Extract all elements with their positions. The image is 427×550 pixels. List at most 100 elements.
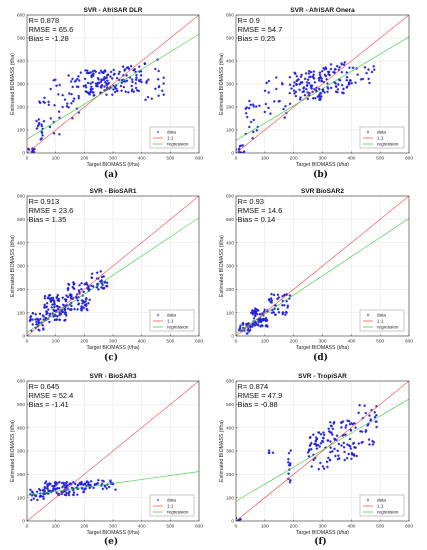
data-point bbox=[317, 467, 321, 471]
data-point bbox=[254, 309, 257, 312]
data-point bbox=[73, 80, 77, 83]
data-point bbox=[130, 89, 134, 93]
data-point bbox=[366, 424, 369, 427]
data-point bbox=[77, 295, 80, 299]
data-point bbox=[53, 314, 57, 318]
data-point bbox=[114, 84, 118, 87]
x-tick-label: 500 bbox=[166, 524, 174, 530]
data-point bbox=[42, 100, 45, 104]
data-point bbox=[30, 150, 34, 153]
data-point bbox=[332, 422, 335, 425]
data-point bbox=[63, 312, 67, 316]
data-point bbox=[78, 290, 81, 294]
data-point bbox=[61, 490, 65, 494]
data-point bbox=[113, 90, 117, 94]
y-tick-label: 100 bbox=[226, 310, 234, 316]
data-point bbox=[292, 89, 296, 92]
data-point bbox=[342, 63, 346, 66]
data-point bbox=[88, 298, 92, 302]
data-point bbox=[252, 317, 256, 320]
data-point bbox=[53, 302, 56, 306]
data-point bbox=[345, 456, 349, 460]
data-point bbox=[373, 415, 377, 419]
data-point bbox=[238, 150, 241, 153]
data-point bbox=[314, 440, 318, 443]
data-point bbox=[39, 138, 42, 141]
data-point bbox=[368, 81, 371, 85]
data-point bbox=[56, 307, 60, 311]
data-point bbox=[371, 439, 374, 443]
data-point bbox=[280, 303, 284, 307]
data-point bbox=[53, 481, 57, 485]
data-point bbox=[287, 463, 291, 467]
data-point bbox=[282, 107, 285, 111]
data-point bbox=[276, 307, 280, 311]
data-point bbox=[325, 77, 328, 81]
data-point bbox=[357, 442, 361, 445]
y-tick-label: 200 bbox=[17, 472, 25, 478]
data-point bbox=[314, 439, 318, 442]
legend-data-symbol bbox=[366, 313, 370, 317]
y-axis-label: Estimated BIOMASS (t/ha) bbox=[219, 53, 225, 115]
data-point bbox=[254, 311, 258, 314]
data-point bbox=[90, 90, 94, 94]
data-point bbox=[288, 297, 291, 300]
data-point bbox=[27, 148, 31, 151]
data-point bbox=[80, 305, 83, 308]
y-tick-label: 200 bbox=[226, 472, 234, 478]
data-point bbox=[252, 105, 256, 108]
data-point bbox=[364, 428, 368, 432]
data-point bbox=[314, 89, 318, 92]
legend-box bbox=[359, 494, 405, 517]
data-point bbox=[326, 87, 330, 90]
data-point bbox=[275, 87, 278, 91]
data-point bbox=[103, 76, 106, 79]
x-tick-label: 0 bbox=[235, 524, 238, 530]
data-point bbox=[300, 73, 303, 77]
data-point bbox=[265, 81, 268, 85]
data-point bbox=[295, 74, 299, 78]
data-point bbox=[270, 308, 274, 312]
data-point bbox=[329, 86, 333, 90]
chart-title: SVR - AfriSAR DLR bbox=[84, 7, 143, 14]
data-point bbox=[294, 90, 298, 94]
data-point bbox=[342, 91, 345, 95]
data-point bbox=[84, 300, 87, 303]
data-point bbox=[329, 446, 332, 449]
data-point bbox=[37, 321, 41, 325]
data-point bbox=[272, 100, 276, 103]
data-point bbox=[106, 83, 109, 86]
data-point bbox=[90, 85, 93, 89]
data-point bbox=[64, 493, 68, 497]
data-point bbox=[320, 95, 323, 98]
data-point bbox=[103, 80, 107, 84]
data-point bbox=[129, 64, 133, 68]
data-point bbox=[251, 311, 255, 315]
data-point bbox=[248, 328, 252, 332]
panel-caption: (c) bbox=[104, 352, 118, 363]
data-points bbox=[237, 292, 292, 335]
data-point bbox=[311, 433, 315, 437]
data-point bbox=[364, 411, 368, 415]
y-tick-label: 300 bbox=[17, 82, 25, 88]
y-tick-label: 400 bbox=[17, 425, 25, 431]
data-point bbox=[63, 308, 67, 312]
data-point bbox=[48, 489, 52, 493]
data-point bbox=[270, 292, 273, 296]
data-point bbox=[247, 106, 251, 110]
data-point bbox=[337, 68, 341, 72]
data-point bbox=[336, 87, 340, 91]
data-point bbox=[34, 326, 38, 330]
data-point bbox=[70, 486, 74, 490]
data-point bbox=[335, 64, 339, 68]
data-point bbox=[84, 282, 88, 286]
data-point bbox=[107, 81, 111, 85]
data-point bbox=[323, 68, 326, 71]
data-point bbox=[331, 450, 334, 453]
data-point bbox=[317, 79, 321, 82]
data-point bbox=[317, 431, 320, 434]
data-point bbox=[276, 293, 280, 297]
data-point bbox=[253, 321, 257, 324]
data-point bbox=[276, 297, 279, 301]
